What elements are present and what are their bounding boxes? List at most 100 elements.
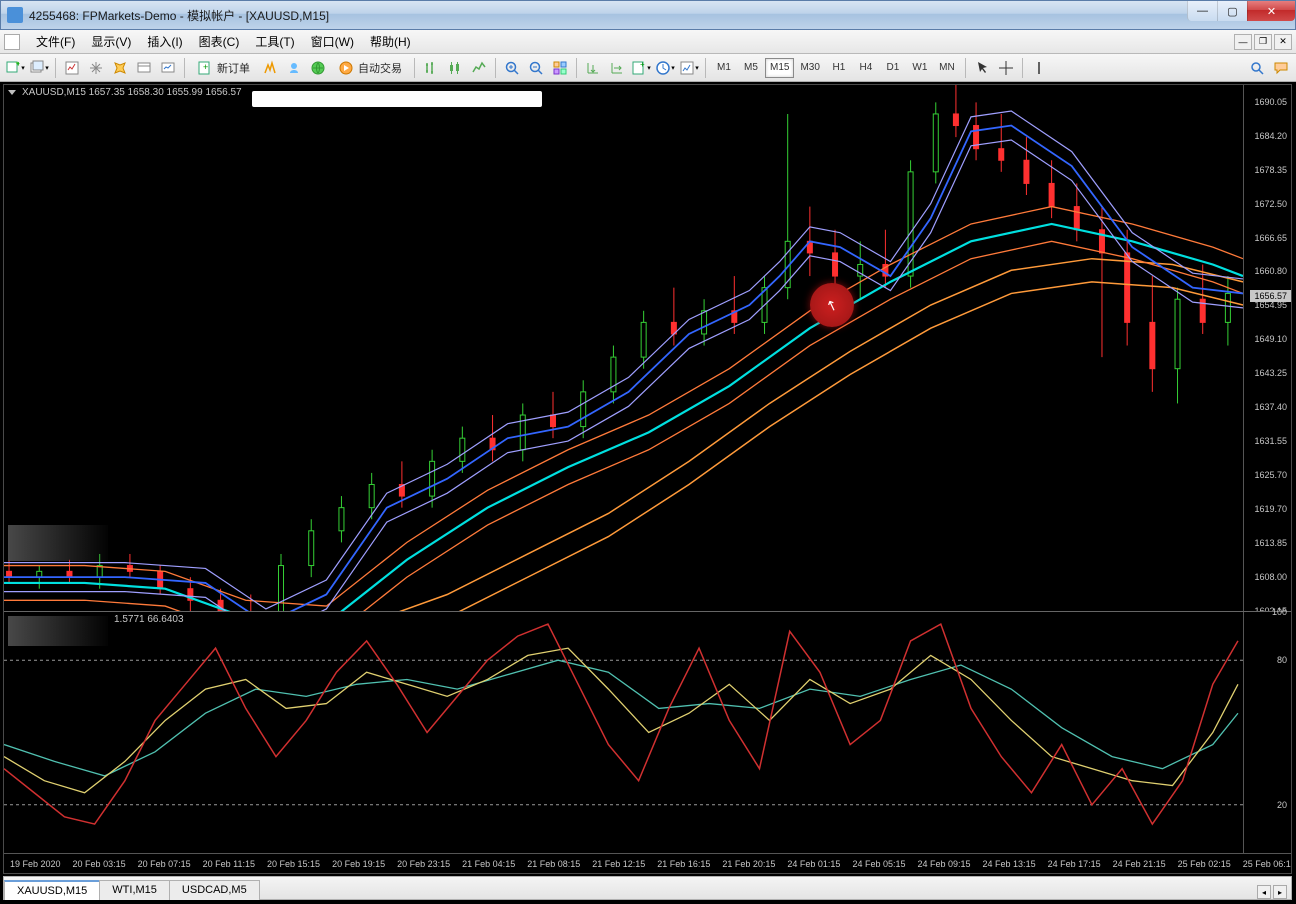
vertical-line-button[interactable] xyxy=(1028,57,1050,79)
x-axis-label: 20 Feb 07:15 xyxy=(132,859,197,869)
price-y-axis: 1690.05 1684.20 1678.35 1672.50 1666.65 1660.… xyxy=(1243,85,1291,611)
y-axis-label: 1660.80 xyxy=(1254,266,1287,276)
y-axis-label: 1666.65 xyxy=(1254,233,1287,243)
x-axis-label: 20 Feb 03:15 xyxy=(67,859,132,869)
osc-y-axis-label: 100 xyxy=(1272,607,1287,617)
window-close-button[interactable]: ✕ xyxy=(1247,1,1295,21)
market-watch-button[interactable] xyxy=(61,57,83,79)
zoom-in-button[interactable] xyxy=(501,57,523,79)
menu-w[interactable]: 窗口(W) xyxy=(303,31,362,52)
new-chart-button[interactable]: +▾ xyxy=(4,57,26,79)
current-price-label: 1656.57 xyxy=(1250,290,1291,302)
chat-button[interactable] xyxy=(1270,57,1292,79)
search-button[interactable] xyxy=(1246,57,1268,79)
x-axis-label: 20 Feb 11:15 xyxy=(197,859,261,869)
chart-tab[interactable]: XAUUSD,M15 xyxy=(4,880,100,900)
auto-scroll-button[interactable] xyxy=(582,57,604,79)
data-window-button[interactable] xyxy=(85,57,107,79)
menu-h[interactable]: 帮助(H) xyxy=(362,31,419,52)
tab-scroll-right-button[interactable]: ▸ xyxy=(1273,885,1287,899)
oscillator-label: 1.5771 66.6403 xyxy=(114,614,184,625)
y-axis-label: 1619.70 xyxy=(1254,504,1287,514)
timeframe-d1-button[interactable]: D1 xyxy=(880,58,906,78)
svg-text:+: + xyxy=(203,62,208,72)
price-chart-pane[interactable]: XAUUSD,M15 1657.35 1658.30 1655.99 1656.… xyxy=(4,85,1291,611)
oscillator-pane[interactable]: 1.5771 66.6403 1008020 xyxy=(4,611,1291,853)
menu-v[interactable]: 显示(V) xyxy=(83,31,139,52)
x-axis-label: 25 Feb 02:15 xyxy=(1172,859,1237,869)
osc-y-axis-label: 20 xyxy=(1277,800,1287,810)
cursor-button[interactable] xyxy=(971,57,993,79)
chart-menu-dropdown-icon[interactable] xyxy=(8,90,16,95)
menu-c[interactable]: 图表(C) xyxy=(191,31,248,52)
x-axis-label: 21 Feb 04:15 xyxy=(456,859,521,869)
osc-y-axis-label: 80 xyxy=(1277,655,1287,665)
y-axis-label: 1637.40 xyxy=(1254,402,1287,412)
terminal-button[interactable] xyxy=(133,57,155,79)
tile-windows-button[interactable] xyxy=(549,57,571,79)
y-axis-label: 1690.05 xyxy=(1254,97,1287,107)
signals-button[interactable] xyxy=(283,57,305,79)
y-axis-label: 1678.35 xyxy=(1254,165,1287,175)
bar-chart-button[interactable] xyxy=(420,57,442,79)
window-title: 4255468: FPMarkets-Demo - 模拟帐户 - [XAUUSD… xyxy=(29,7,329,24)
x-axis-label: 24 Feb 09:15 xyxy=(911,859,976,869)
auto-trading-button[interactable]: 自动交易 xyxy=(331,57,409,79)
y-axis-label: 1672.50 xyxy=(1254,199,1287,209)
timeframe-m5-button[interactable]: M5 xyxy=(738,58,764,78)
timeframe-h1-button[interactable]: H1 xyxy=(826,58,852,78)
x-axis-label: 21 Feb 12:15 xyxy=(586,859,651,869)
mdi-minimize-button[interactable]: — xyxy=(1234,34,1252,50)
templates-button[interactable]: ▾ xyxy=(678,57,700,79)
profiles-button[interactable]: ▾ xyxy=(28,57,50,79)
x-axis-label: 20 Feb 15:15 xyxy=(261,859,326,869)
zoom-out-button[interactable] xyxy=(525,57,547,79)
x-axis-label: 24 Feb 05:15 xyxy=(846,859,911,869)
x-axis-label: 24 Feb 13:15 xyxy=(977,859,1042,869)
window-maximize-button[interactable]: ▢ xyxy=(1217,1,1247,21)
x-axis-label: 25 Feb 06:1 xyxy=(1237,859,1291,869)
new-order-button[interactable]: +新订单 xyxy=(190,57,257,79)
chart-window[interactable]: XAUUSD,M15 1657.35 1658.30 1655.99 1656.… xyxy=(3,84,1292,874)
timeframe-m30-button[interactable]: M30 xyxy=(795,58,824,78)
indicators-button[interactable]: +▾ xyxy=(630,57,652,79)
menu-f[interactable]: 文件(F) xyxy=(28,31,83,52)
crosshair-button[interactable] xyxy=(995,57,1017,79)
chart-shift-button[interactable] xyxy=(606,57,628,79)
x-axis-label: 24 Feb 17:15 xyxy=(1042,859,1107,869)
mdi-restore-button[interactable]: ❐ xyxy=(1254,34,1272,50)
timeframe-m1-button[interactable]: M1 xyxy=(711,58,737,78)
chart-tab-strip: XAUUSD,M15WTI,M15USDCAD,M5 ◂ ▸ xyxy=(3,876,1292,900)
highlight-marker-icon xyxy=(810,283,854,327)
window-minimize-button[interactable]: — xyxy=(1187,1,1217,21)
y-axis-label: 1643.25 xyxy=(1254,368,1287,378)
x-axis-label: 21 Feb 08:15 xyxy=(521,859,586,869)
menu-t[interactable]: 工具(T) xyxy=(247,31,302,52)
y-axis-label: 1625.70 xyxy=(1254,470,1287,480)
redacted-region xyxy=(252,91,542,107)
blur-overlay xyxy=(8,525,108,561)
candlestick-button[interactable] xyxy=(444,57,466,79)
tab-scroll-left-button[interactable]: ◂ xyxy=(1257,885,1271,899)
x-axis-label: 20 Feb 19:15 xyxy=(326,859,391,869)
y-axis-label: 1631.55 xyxy=(1254,436,1287,446)
line-chart-button[interactable] xyxy=(468,57,490,79)
metaquotes-button[interactable] xyxy=(259,57,281,79)
periodicity-button[interactable]: ▾ xyxy=(654,57,676,79)
timeframe-m15-button[interactable]: M15 xyxy=(765,58,794,78)
menu-i[interactable]: 插入(I) xyxy=(139,31,190,52)
market-button[interactable] xyxy=(307,57,329,79)
timeframe-w1-button[interactable]: W1 xyxy=(907,58,933,78)
x-axis-label: 24 Feb 01:15 xyxy=(781,859,846,869)
time-x-axis: 19 Feb 202020 Feb 03:1520 Feb 07:1520 Fe… xyxy=(4,853,1291,873)
y-axis-label: 1613.85 xyxy=(1254,538,1287,548)
navigator-button[interactable] xyxy=(109,57,131,79)
strategy-tester-button[interactable] xyxy=(157,57,179,79)
x-axis-label: 21 Feb 20:15 xyxy=(716,859,781,869)
chart-tab[interactable]: WTI,M15 xyxy=(99,880,170,900)
timeframe-h4-button[interactable]: H4 xyxy=(853,58,879,78)
mdi-close-button[interactable]: ✕ xyxy=(1274,34,1292,50)
y-axis-label: 1684.20 xyxy=(1254,131,1287,141)
timeframe-mn-button[interactable]: MN xyxy=(934,58,960,78)
chart-tab[interactable]: USDCAD,M5 xyxy=(169,880,260,900)
